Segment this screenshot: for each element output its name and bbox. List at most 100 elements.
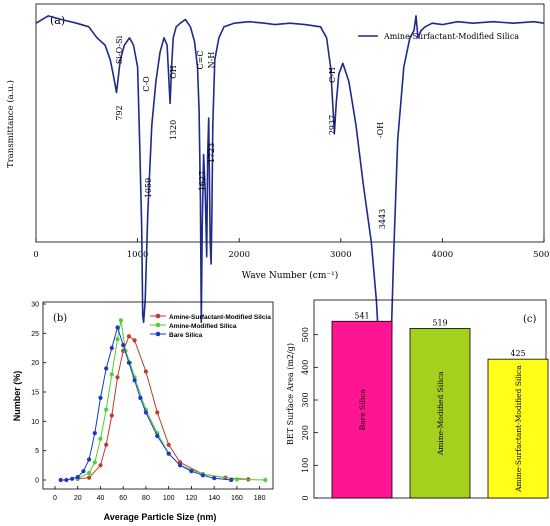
annotation-3443: 3443 — [378, 209, 387, 229]
psd-point-bare-silica — [229, 477, 234, 483]
psd-y-tick-label-3: 15 — [31, 390, 39, 397]
ftir-x-tick-label-5: 5000 — [533, 250, 550, 260]
annotation-c-h: C-H — [328, 67, 337, 83]
psd-point-amine-surfactant — [178, 460, 183, 465]
psd-y-tick-label-1: 5 — [35, 448, 39, 455]
annotation-1320: 1320 — [169, 120, 178, 140]
bet-y-ticks: 0 100 200 300 400 500 — [301, 327, 318, 501]
psd-point-bare-silica — [212, 476, 217, 481]
ftir-x-tick-label-3: 3000 — [330, 250, 352, 260]
bet-category-label-bare-silica: Bare Silica — [358, 388, 367, 430]
psd-point-bare-silica — [92, 431, 97, 436]
psd-x-tick-label-6: 120 — [186, 495, 198, 502]
psd-point-bare-silica — [126, 360, 131, 365]
psd-point-amine-modified — [115, 337, 120, 342]
psd-x-tick-label-1: 20 — [74, 495, 82, 502]
psd-point-bare-silica — [81, 469, 86, 474]
psd-x-tick-label-0: 0 — [53, 495, 57, 502]
bet-value-label-amine-surfactant-modified-silica: 425 — [510, 349, 525, 358]
psd-x-tick-label-8: 160 — [231, 495, 243, 502]
psd-x-tick-label-7: 140 — [208, 495, 220, 502]
psd-x-tick-label-5: 100 — [163, 495, 175, 502]
psd-point-amine-modified — [104, 407, 109, 412]
psd-series-group — [58, 318, 268, 483]
psd-point-amine-modified — [109, 372, 114, 377]
psd-point-amine-surfactant — [132, 338, 137, 343]
bet-bar-amine-modified-silica — [409, 328, 471, 499]
legend-marker-bare-silica — [155, 331, 161, 337]
bet-value-label-amine-modified-silica: 519 — [432, 318, 447, 327]
bet-y-tick-label-0: 0 — [301, 495, 310, 500]
legend-label-amine-modified: Amine-Modified Silica — [169, 323, 237, 330]
psd-line-bare-silica — [60, 325, 232, 481]
ftir-x-tick-label-2: 2000 — [228, 250, 250, 260]
psd-legend: Amine-Surfactant-Modified Silcia Amine-M… — [150, 313, 271, 339]
ftir-x-tick-label-1: 1000 — [127, 250, 149, 260]
annotation-792: 792 — [115, 105, 124, 120]
psd-point-amine-modified — [263, 477, 268, 483]
ftir-spectrum-line — [35, 15, 545, 462]
ftir-plot-frame — [35, 3, 545, 243]
psd-point-amine-surfactant — [115, 375, 120, 380]
psd-point-amine-surfactant — [143, 369, 148, 374]
annotation-1723: 1723 — [207, 143, 216, 163]
psd-point-bare-silica — [155, 433, 160, 439]
psd-x-axis-label: Average Particle Size (nm) — [104, 512, 217, 522]
bet-category-label-amine-modified-silica: Amine-Modified Silica — [436, 371, 445, 456]
psd-point-bare-silica — [132, 378, 137, 383]
psd-y-tick-label-6: 30 — [31, 302, 39, 309]
bet-y-tick-label-2: 200 — [301, 425, 310, 440]
psd-point-bare-silica — [138, 395, 143, 400]
bet-panel-label: (c) — [523, 314, 537, 325]
annotation-oh: OH — [169, 65, 178, 79]
psd-x-tick-label-2: 40 — [97, 495, 105, 502]
psd-point-bare-silica — [58, 477, 63, 483]
psd-y-tick-label-4: 20 — [31, 360, 39, 367]
annotation-1059: 1059 — [144, 178, 153, 198]
annotation-1627: 1627 — [198, 171, 207, 191]
ftir-x-axis-label: Wave Number (cm⁻¹) — [242, 270, 339, 281]
psd-point-bare-silica — [166, 451, 171, 456]
psd-y-tick-label-0: 0 — [35, 478, 39, 485]
bet-y-axis-label: BET Surface Area (m2/g) — [286, 343, 295, 445]
psd-point-amine-surfactant — [126, 334, 131, 339]
ftir-y-axis-label: Transmittance (a.u.) — [5, 80, 16, 168]
ftir-x-ticks: 0 1000 2000 3000 4000 5000 — [33, 238, 550, 260]
ftir-x-tick-label-4: 4000 — [432, 250, 454, 260]
psd-point-amine-modified — [98, 436, 103, 441]
bet-y-tick-label-4: 400 — [301, 360, 310, 375]
bet-y-tick-label-5: 500 — [301, 327, 310, 342]
psd-point-bare-silica — [64, 477, 69, 483]
psd-point-amine-modified — [92, 460, 97, 465]
psd-y-tick-label-2: 10 — [31, 419, 39, 426]
annotation-2937: 2937 — [328, 115, 337, 135]
psd-point-bare-silica — [98, 395, 103, 400]
bet-category-label-amine-surfactant-modified-silica: Amine-Surfactant-Modified Silica — [514, 365, 523, 493]
psd-point-amine-surfactant — [166, 442, 171, 447]
psd-point-amine-surfactant — [104, 442, 109, 447]
psd-point-amine-surfactant — [155, 410, 160, 415]
bet-value-label-bare-silica: 541 — [354, 311, 369, 320]
psd-point-amine-surfactant — [109, 413, 114, 418]
psd-ticks: 0 20 40 60 80 100 120 140 160 180 0 5 10 15 20 25 30 — [31, 302, 265, 503]
psd-y-axis-label: Number (%) — [12, 371, 22, 422]
psd-x-tick-label-3: 60 — [119, 495, 127, 502]
psd-point-bare-silica — [178, 463, 183, 468]
psd-panel-label: (b) — [53, 313, 67, 324]
legend-label-bare-silica: Bare Silica — [169, 332, 203, 339]
legend-marker-amine-surfactant — [155, 313, 161, 319]
psd-point-bare-silica — [104, 366, 109, 371]
ftir-panel: (a) Transmittance (a.u.) Wave Number (cm… — [5, 3, 550, 462]
bet-bar-amine-surfactant-modified-silica — [487, 358, 549, 499]
ftir-x-tick-label-0: 0 — [33, 250, 38, 260]
annotation-oh-3443: -OH — [376, 122, 385, 138]
annotation-n-h: N-H — [207, 52, 216, 69]
bet-y-tick-label-1: 100 — [301, 458, 310, 473]
psd-point-bare-silica — [143, 410, 148, 415]
bet-bars: 541 Bare Silica 519 Amine-Modified Silica 42… — [331, 311, 549, 499]
annotation-si-o-si: Si-O-Si — [115, 35, 124, 64]
annotation-c-eq-c: C=C — [196, 51, 205, 70]
psd-point-bare-silica — [87, 457, 92, 462]
psd-point-amine-surfactant — [98, 463, 103, 468]
